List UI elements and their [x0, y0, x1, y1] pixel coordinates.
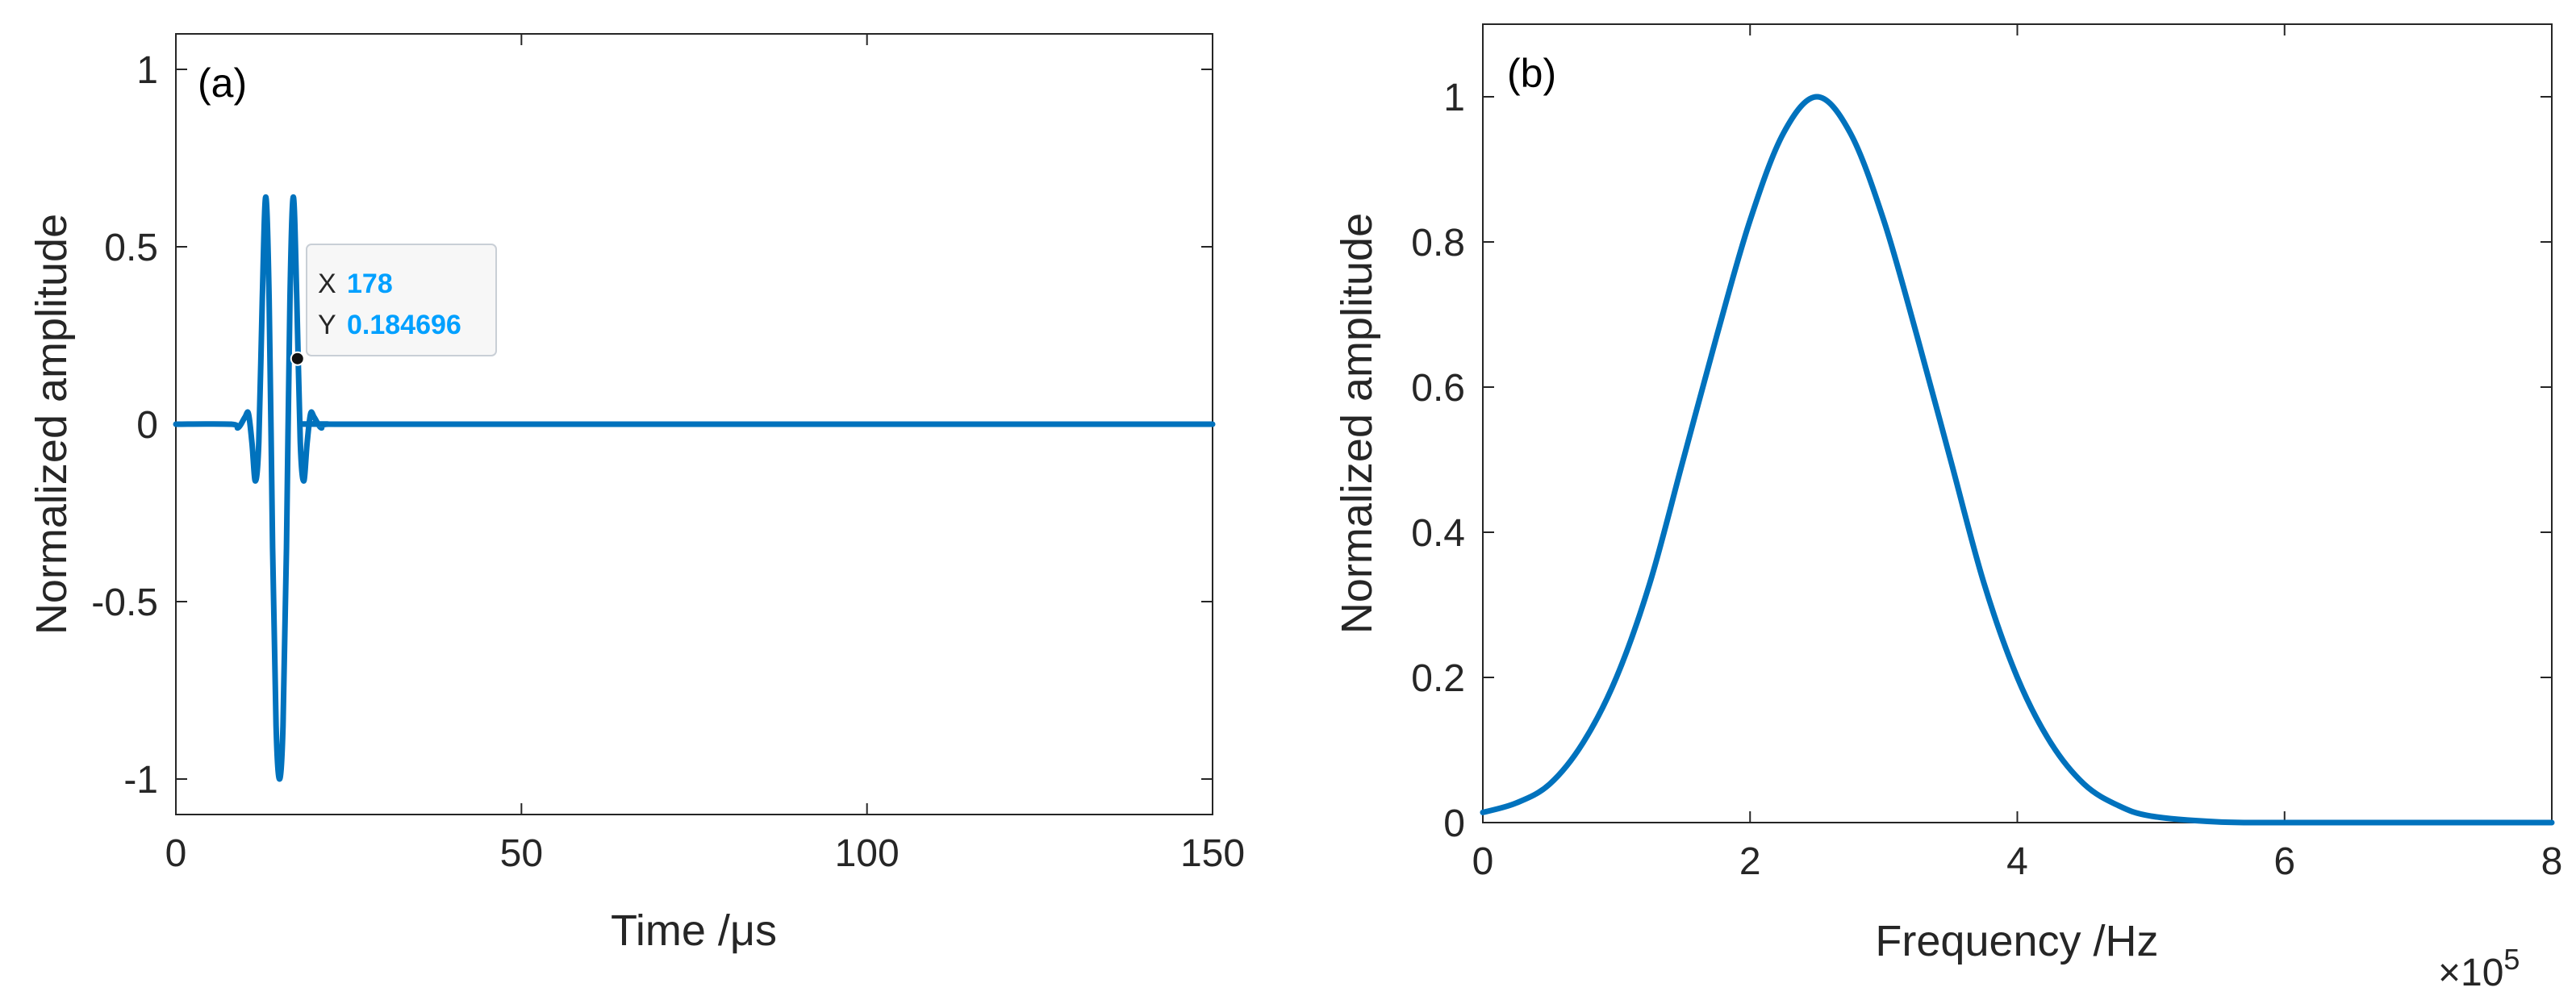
x-tick-label: 0	[165, 832, 187, 875]
x-tick-label: 8	[2541, 840, 2563, 883]
panel-b-x-exponent-power: 5	[2503, 943, 2520, 976]
y-tick-label: 0.4	[1411, 512, 1465, 555]
y-tick-label: -0.5	[91, 581, 158, 624]
panel-b-axes-box	[1482, 23, 2553, 823]
panel-a-label: (a)	[198, 60, 247, 106]
panel-b-tick-labels: 0 2 4 6 8 0 0.2 0.4 0.6 0.8 1	[1411, 77, 2562, 883]
datatip-marker[interactable]	[290, 351, 305, 366]
panel-a-tick-labels: 0 50 100 150 -1 -0.5 0 0.5 1	[91, 49, 1245, 875]
y-tick-label: 1	[136, 49, 158, 92]
datatip-x-value: 178	[347, 269, 393, 299]
panel-a-chart: 0 50 100 150 -1 -0.5 0 0.5 1 (a) Time /μs Normal…	[27, 33, 1245, 955]
datatip[interactable]: X 178 Y 0.184696	[290, 244, 497, 366]
panel-b-label: (b)	[1507, 51, 1556, 96]
datatip-x-key: X	[318, 269, 336, 299]
x-tick-label: 100	[835, 832, 900, 875]
x-tick-label: 2	[1739, 840, 1761, 883]
panel-b-ticks	[1482, 24, 2553, 823]
panel-b-y-axis-label: Normalized amplitude	[1333, 213, 1381, 634]
panel-b-x-exponent: ×105	[2438, 943, 2520, 994]
panel-b-x-exponent-base: ×10	[2438, 952, 2503, 994]
datatip-y-key: Y	[318, 310, 336, 340]
y-tick-label: 0	[136, 404, 158, 447]
panel-b-x-axis-label: Frequency /Hz	[1875, 917, 2158, 965]
datatip-y-value: 0.184696	[347, 310, 461, 340]
y-tick-label: -1	[123, 759, 158, 802]
x-tick-label: 50	[500, 832, 543, 875]
x-tick-label: 0	[1472, 840, 1494, 883]
panel-a-y-axis-label: Normalized amplitude	[27, 214, 76, 635]
panel-b-series-line	[1480, 94, 2555, 826]
y-tick-label: 0	[1443, 802, 1465, 845]
y-tick-label: 0.8	[1411, 222, 1465, 265]
x-tick-label: 150	[1180, 832, 1245, 875]
x-tick-label: 4	[2006, 840, 2028, 883]
y-tick-label: 0.5	[104, 227, 158, 269]
panel-a-series-line	[173, 194, 1216, 782]
panel-a-x-axis-label: Time /μs	[611, 906, 777, 955]
y-tick-label: 0.2	[1411, 657, 1465, 700]
x-tick-label: 6	[2273, 840, 2295, 883]
y-tick-label: 0.6	[1411, 367, 1465, 410]
datatip-box	[306, 244, 497, 356]
panel-b-chart: 0 2 4 6 8 0 0.2 0.4 0.6 0.8 1 (b) Frequency /Hz No…	[1333, 23, 2562, 994]
y-tick-label: 1	[1443, 77, 1465, 119]
